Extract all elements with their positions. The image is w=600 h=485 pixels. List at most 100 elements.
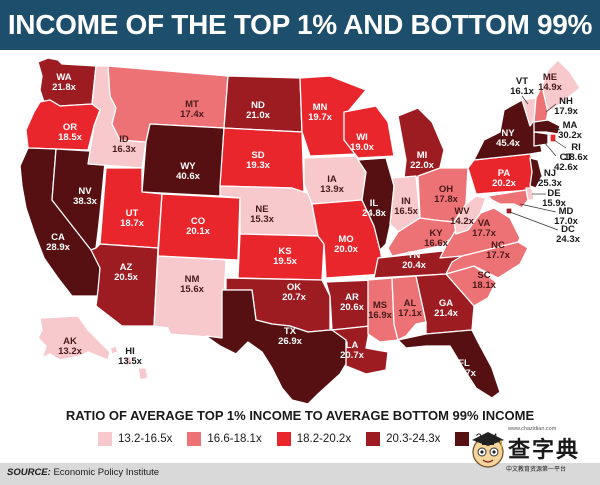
legend-label: 20.3-24.3x — [386, 433, 441, 445]
state-value-va: 17.7x — [472, 228, 496, 239]
logo-text: 查字典 — [508, 437, 581, 462]
state-nc — [445, 241, 529, 279]
state-value-ia: 13.9x — [320, 184, 344, 195]
source-label: SOURCE: — [7, 467, 51, 478]
state-value-sc: 18.1x — [472, 280, 496, 291]
state-label-sd: SD — [251, 150, 264, 161]
state-value-nd: 21.0x — [246, 110, 270, 121]
leader-line — [543, 141, 557, 157]
state-value-md: 17.0x — [554, 216, 578, 227]
state-label-ms: MS — [373, 300, 387, 311]
state-value-wv: 14.2x — [450, 216, 474, 227]
title-bar: INCOME OF THE TOP 1% AND BOTTOM 99% — [0, 0, 600, 50]
state-value-ks: 19.5x — [273, 256, 297, 267]
state-label-in: IN — [401, 196, 411, 207]
state-label-md: MD — [559, 206, 574, 217]
state-value-vt: 16.1x — [510, 86, 534, 97]
state-label-mo: MO — [338, 234, 353, 245]
source-note: SOURCE: Economic Policy Institute — [7, 467, 159, 478]
legend-item: 13.2-16.5x — [98, 432, 172, 446]
state-value-nv: 38.3x — [73, 196, 97, 207]
state-label-hi: HI — [125, 346, 135, 357]
state-wv — [453, 195, 487, 235]
state-co — [157, 193, 241, 261]
state-tx — [205, 289, 353, 405]
state-va — [439, 207, 521, 259]
state-label-nj: NJ — [544, 168, 556, 179]
page-title: INCOME OF THE TOP 1% AND BOTTOM 99% — [7, 9, 593, 40]
leader-line — [553, 139, 567, 149]
state-value-ak: 13.2x — [58, 346, 82, 357]
state-label-ia: IA — [327, 174, 337, 185]
state-il — [357, 157, 395, 251]
state-value-il: 24.8x — [362, 208, 386, 219]
state-value-me: 14.9x — [538, 82, 562, 93]
legend-item: 18.2-20.2x — [276, 432, 352, 446]
state-value-wa: 21.8x — [52, 82, 76, 93]
state-label-wa: WA — [56, 72, 71, 83]
state-value-fl: 34.7x — [452, 368, 476, 379]
legend-swatch — [187, 432, 202, 446]
state-md — [487, 189, 529, 209]
state-value-wy: 40.6x — [176, 171, 200, 182]
state-label-wi: WI — [356, 132, 368, 143]
state-ks — [237, 233, 325, 281]
legend-label: 18.2-20.2x — [296, 433, 352, 445]
state-value-ma: 30.2x — [558, 130, 582, 141]
state-label-pa: PA — [498, 168, 511, 179]
state-value-tx: 26.9x — [278, 336, 302, 347]
state-value-nh: 17.9x — [554, 106, 578, 117]
state-label-fl: FL — [458, 358, 470, 369]
state-label-dc: DC — [561, 224, 575, 235]
state-label-mi: MI — [417, 150, 428, 161]
state-label-wv: WV — [454, 206, 470, 217]
state-label-nc: NC — [491, 240, 505, 251]
state-label-ks: KS — [278, 246, 291, 257]
logo-url: www.chazidian.com — [508, 426, 557, 432]
leader-line — [519, 203, 557, 213]
legend-label: 16.6-18.1x — [207, 433, 262, 445]
state-value-in: 16.5x — [394, 206, 418, 217]
state-value-mn: 19.7x — [308, 112, 332, 123]
state-value-de: 15.9x — [542, 198, 566, 209]
legend-item: 20.3-24.3x — [366, 432, 440, 446]
state-label-tn: TN — [408, 250, 421, 261]
state-value-mt: 17.4x — [180, 109, 204, 120]
state-label-vt: VT — [516, 76, 528, 87]
state-nj — [529, 157, 543, 189]
state-label-de: DE — [547, 188, 560, 199]
state-value-al: 17.1x — [398, 308, 422, 319]
watermark-logo: www.chazidian.com 查字典 中文教育资源第一平台 — [468, 424, 596, 482]
source-text: Economic Policy Institute — [53, 467, 160, 478]
state-label-me: ME — [543, 72, 557, 83]
legend-swatch — [366, 432, 381, 446]
state-label-va: VA — [478, 218, 491, 229]
state-label-id: ID — [119, 134, 129, 145]
state-value-dc: 24.3x — [556, 234, 580, 245]
state-label-ar: AR — [345, 292, 359, 303]
state-az — [90, 243, 159, 327]
state-value-nj: 25.3x — [538, 178, 562, 189]
state-value-wi: 19.0x — [350, 142, 374, 153]
state-value-sd: 19.3x — [246, 160, 270, 171]
state-label-nd: ND — [251, 100, 265, 111]
state-nm — [153, 255, 227, 339]
legend-title: RATIO OF AVERAGE TOP 1% INCOME TO AVERAG… — [65, 408, 535, 423]
state-label-ca: CA — [51, 232, 65, 243]
state-label-la: LA — [346, 340, 359, 351]
state-value-ga: 21.4x — [434, 308, 458, 319]
state-mi — [397, 107, 445, 179]
state-label-al: AL — [404, 298, 417, 309]
state-value-tn: 20.4x — [402, 260, 426, 271]
state-label-mn: MN — [313, 102, 328, 113]
state-value-ok: 20.7x — [282, 292, 306, 303]
state-value-nc: 17.7x — [486, 250, 510, 261]
state-dc — [505, 207, 513, 215]
state-fl — [397, 329, 501, 399]
state-value-oh: 17.8x — [434, 194, 458, 205]
state-label-oh: OH — [439, 184, 453, 195]
leader-line — [545, 103, 557, 113]
state-value-nm: 15.6x — [180, 284, 204, 295]
us-choropleth-map: WA21.8xOR18.5xCA28.9xNV38.3xID16.3xMT17.… — [19, 57, 589, 405]
state-value-ut: 18.7x — [120, 218, 144, 229]
